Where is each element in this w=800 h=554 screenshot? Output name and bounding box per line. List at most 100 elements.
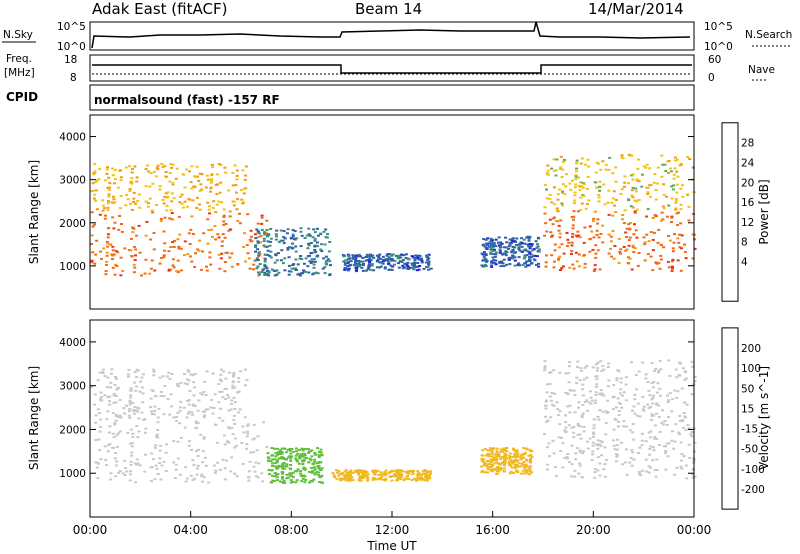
data-cell [222, 223, 226, 226]
data-cell [191, 404, 195, 407]
data-cell [279, 239, 283, 242]
data-cell [128, 401, 132, 403]
data-cell [645, 215, 649, 218]
data-cell [632, 405, 636, 408]
data-cell [319, 469, 322, 472]
data-cell [237, 377, 241, 380]
data-cell [617, 409, 621, 412]
data-cell [246, 423, 250, 426]
data-cell [105, 254, 109, 257]
data-cell [406, 470, 409, 473]
data-cell [637, 452, 640, 454]
data-cell [99, 396, 103, 398]
data-cell [555, 220, 559, 223]
data-cell [201, 461, 205, 464]
data-cell [578, 464, 582, 467]
data-cell [384, 258, 388, 261]
data-cell [493, 242, 497, 245]
data-cell [627, 262, 631, 265]
data-cell [314, 250, 318, 253]
colorbar-tick-label: 100 [741, 363, 761, 375]
data-cell [635, 236, 639, 239]
data-cell [578, 236, 582, 239]
data-cell [657, 404, 661, 407]
data-cell [690, 431, 694, 433]
data-cell [257, 462, 261, 465]
data-cell [379, 265, 383, 268]
data-cell [516, 455, 520, 458]
data-cell [414, 479, 418, 482]
data-cell [131, 231, 135, 234]
data-cell [492, 447, 496, 450]
data-cell [307, 233, 311, 236]
data-cell [577, 401, 581, 404]
data-cell [177, 247, 181, 250]
data-cell [525, 470, 529, 473]
data-cell [299, 474, 303, 477]
data-cell [162, 256, 166, 259]
data-cell [128, 188, 132, 191]
data-cell [241, 169, 245, 172]
data-cell [345, 268, 349, 270]
data-cell [259, 235, 263, 238]
data-cell [183, 240, 187, 243]
data-cell [322, 257, 326, 260]
data-cell [130, 182, 134, 185]
data-cell [669, 170, 673, 173]
data-cell [396, 257, 400, 260]
data-cell [364, 269, 368, 272]
data-cell [596, 469, 600, 472]
data-cell [632, 251, 636, 254]
data-cell [490, 459, 494, 462]
data-cell [552, 452, 556, 455]
data-cell [273, 472, 277, 474]
data-cell [167, 371, 171, 374]
data-cell [653, 436, 657, 439]
data-cell [559, 166, 563, 169]
data-cell [599, 440, 603, 443]
data-cell [273, 447, 276, 450]
data-cell [413, 259, 417, 262]
data-cell [217, 200, 221, 203]
data-cell [192, 381, 196, 384]
data-cell [379, 473, 383, 476]
data-cell [641, 469, 645, 472]
data-cell [219, 407, 223, 410]
data-cell [513, 460, 517, 463]
data-cell [600, 370, 604, 372]
data-cell [511, 240, 515, 243]
data-cell [579, 162, 583, 165]
data-cell [319, 248, 323, 251]
data-cell [523, 242, 527, 245]
data-cell [183, 186, 187, 189]
data-cell [673, 233, 676, 236]
data-cell [313, 231, 317, 234]
data-cell [401, 259, 405, 262]
data-cell [129, 237, 133, 240]
data-cell [254, 237, 258, 240]
data-cell [206, 178, 210, 181]
data-cell [309, 459, 313, 462]
nave-label: Nave [748, 64, 775, 76]
data-cell [114, 415, 118, 418]
data-cell [253, 233, 257, 236]
velocity-colorbar-label: Velocity [m s^-1] [757, 366, 771, 470]
data-cell [258, 263, 262, 265]
data-cell [573, 202, 576, 205]
data-cell [156, 436, 160, 439]
data-cell [656, 382, 660, 385]
data-cell [189, 228, 193, 231]
data-cell [317, 467, 321, 470]
data-cell [512, 449, 516, 452]
data-cell [360, 470, 364, 473]
data-cell [492, 261, 495, 264]
data-cell [607, 189, 611, 192]
data-cell [187, 403, 191, 406]
data-cell [178, 422, 182, 425]
data-cell [587, 165, 591, 168]
data-cell [106, 410, 110, 413]
data-cell [271, 462, 275, 465]
data-cell [691, 257, 695, 260]
data-cell [313, 460, 317, 463]
data-cell [149, 172, 153, 175]
